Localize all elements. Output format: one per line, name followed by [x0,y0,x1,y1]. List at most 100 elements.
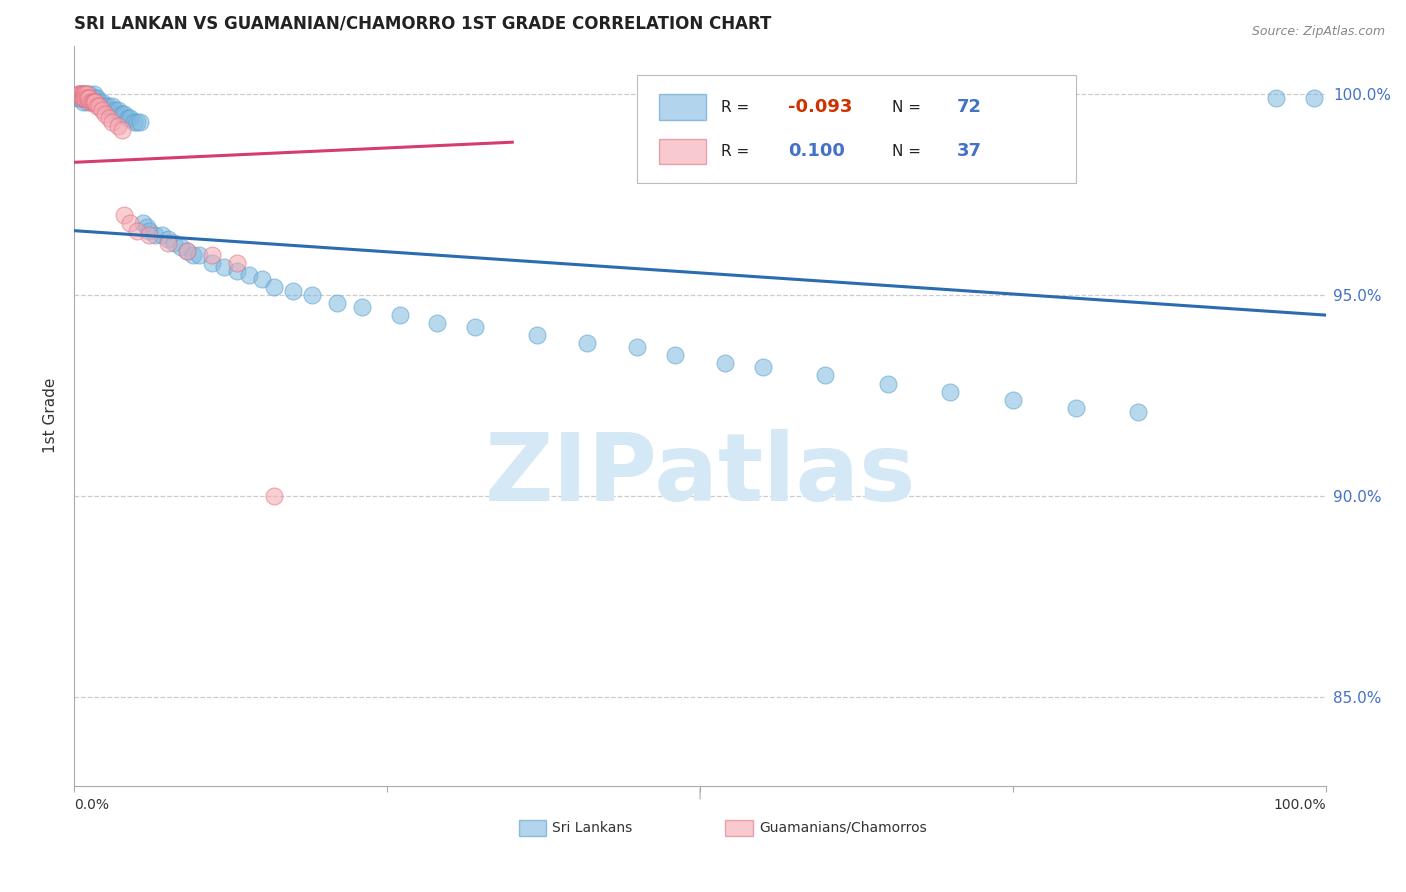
Point [263,280,285,294]
Point [83,87,105,101]
Point [1128,405,1150,419]
Point [79,91,101,105]
Point [104,103,127,117]
Point [98,111,121,125]
Point [138,227,160,242]
Point [626,340,648,354]
Point [576,336,599,351]
FancyBboxPatch shape [637,75,1076,183]
Text: N =: N = [891,144,925,159]
Bar [519,820,546,836]
Point [120,111,142,125]
Point [814,368,837,383]
Point [201,256,224,270]
Point [76,91,98,105]
Text: -0.093: -0.093 [787,98,852,116]
Point [82,95,104,109]
Point [86,91,108,105]
Point [1302,91,1324,105]
Point [86,99,108,113]
Point [714,356,737,370]
Point [77,87,100,101]
Point [70,91,93,105]
Text: 0.100: 0.100 [787,143,845,161]
Point [150,227,173,242]
Point [751,360,773,375]
Point [1002,392,1025,407]
Point [664,348,686,362]
Point [1064,401,1087,415]
Point [1265,91,1288,105]
Point [163,235,186,250]
Point [112,208,135,222]
Point [526,328,548,343]
Point [263,489,285,503]
Point [388,308,411,322]
Point [176,244,198,258]
Point [107,119,129,133]
Point [76,87,98,101]
Point [79,95,101,109]
Point [75,87,97,101]
Point [82,91,104,105]
Point [73,91,96,105]
Point [77,91,100,105]
Text: R =: R = [721,144,759,159]
Point [107,103,129,117]
Point [67,91,90,105]
Point [72,87,94,101]
Point [426,316,449,330]
Bar [725,820,752,836]
Text: Sri Lankans: Sri Lankans [553,821,633,835]
Point [73,87,96,101]
Point [176,244,198,258]
Point [76,91,98,105]
Point [125,224,148,238]
Point [75,91,97,105]
Point [80,95,103,109]
Point [97,99,120,113]
Point [90,103,112,117]
Point [350,300,373,314]
Point [90,95,112,109]
Point [80,95,103,109]
Point [201,248,224,262]
Point [225,256,247,270]
Point [70,87,93,101]
Text: 100.0%: 100.0% [1274,797,1326,812]
Point [66,91,89,105]
Point [250,272,273,286]
Point [84,95,107,109]
Text: 37: 37 [956,143,981,161]
Point [89,99,111,113]
Point [326,296,349,310]
Point [67,87,90,101]
Point [111,107,134,121]
Point [111,123,134,137]
Text: Source: ZipAtlas.com: Source: ZipAtlas.com [1251,25,1385,38]
Y-axis label: 1st Grade: 1st Grade [44,378,58,453]
Text: Guamanians/Chamorros: Guamanians/Chamorros [759,821,927,835]
Point [214,260,236,274]
Point [76,95,98,109]
Point [301,288,323,302]
Bar [659,95,706,120]
Point [72,95,94,109]
Point [135,219,157,234]
Point [73,87,96,101]
Point [169,240,191,254]
Point [70,87,93,101]
Point [84,91,107,105]
Point [120,216,142,230]
Point [83,95,105,109]
Point [75,91,97,105]
Point [73,91,96,105]
Text: N =: N = [891,100,925,114]
Bar [659,138,706,164]
Point [117,111,139,125]
Text: 0.0%: 0.0% [75,797,110,812]
Point [876,376,898,391]
Text: SRI LANKAN VS GUAMANIAN/CHAMORRO 1ST GRADE CORRELATION CHART: SRI LANKAN VS GUAMANIAN/CHAMORRO 1ST GRA… [75,15,772,33]
Point [72,91,94,105]
Point [464,320,486,334]
